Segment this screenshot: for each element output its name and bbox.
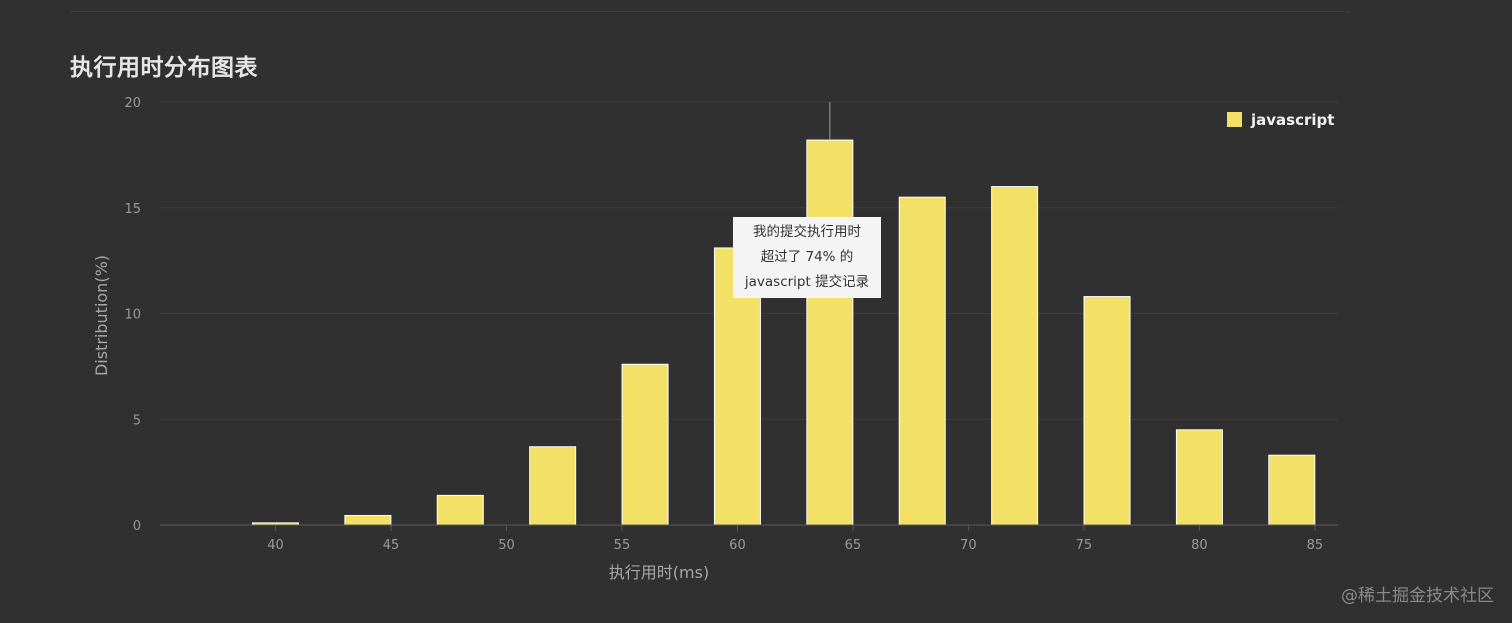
y-tick-label-10: 10 — [124, 308, 141, 323]
x-tick-label-50: 50 — [498, 538, 515, 553]
watermark: @稀土掘金技术社区 — [1341, 586, 1494, 606]
legend-swatch — [1227, 112, 1242, 127]
tooltip-line-1: 我的提交执行用时 — [753, 224, 861, 240]
y-tick-label-20: 20 — [124, 96, 141, 111]
x-tick-label-45: 45 — [383, 538, 400, 553]
x-tick-label-75: 75 — [1076, 538, 1093, 553]
legend[interactable]: javascript — [1227, 111, 1334, 129]
x-tick-label-55: 55 — [614, 538, 631, 553]
y-tick-label-15: 15 — [124, 202, 141, 217]
bar-52 — [529, 446, 577, 526]
x-tick-label-80: 80 — [1191, 538, 1208, 553]
bar-44 — [344, 514, 392, 526]
axes: 0 5 10 15 20 40 45 50 55 60 65 70 75 80 85 — [124, 96, 1338, 553]
y-tick-label-5: 5 — [133, 413, 141, 428]
bars — [251, 139, 1316, 526]
x-tick-label-70: 70 — [960, 538, 977, 553]
bar-48 — [436, 494, 484, 526]
chart-title: 执行用时分布图表 — [70, 55, 258, 81]
bar-76 — [1083, 296, 1131, 526]
top-divider — [70, 11, 1350, 12]
bar-68 — [898, 196, 946, 526]
bar-84 — [1268, 454, 1316, 526]
bar-56 — [621, 363, 669, 526]
tooltip-line-3: javascript 提交记录 — [744, 274, 870, 290]
bar-72 — [991, 186, 1039, 526]
x-tick-label-60: 60 — [729, 538, 746, 553]
legend-label: javascript — [1250, 111, 1334, 129]
bar-80 — [1175, 429, 1223, 526]
x-tick-label-40: 40 — [267, 538, 284, 553]
bar-64 — [806, 139, 854, 526]
submission-tooltip: 我的提交执行用时 超过了 74% 的 javascript 提交记录 — [733, 217, 881, 298]
tooltip-line-2: 超过了 74% 的 — [760, 249, 854, 265]
y-tick-label-0: 0 — [133, 519, 141, 534]
x-axis-label: 执行用时(ms) — [609, 563, 709, 582]
y-axis-label: Distribution(%) — [92, 255, 111, 376]
x-tick-label-65: 65 — [845, 538, 862, 553]
x-tick-label-85: 85 — [1307, 538, 1324, 553]
